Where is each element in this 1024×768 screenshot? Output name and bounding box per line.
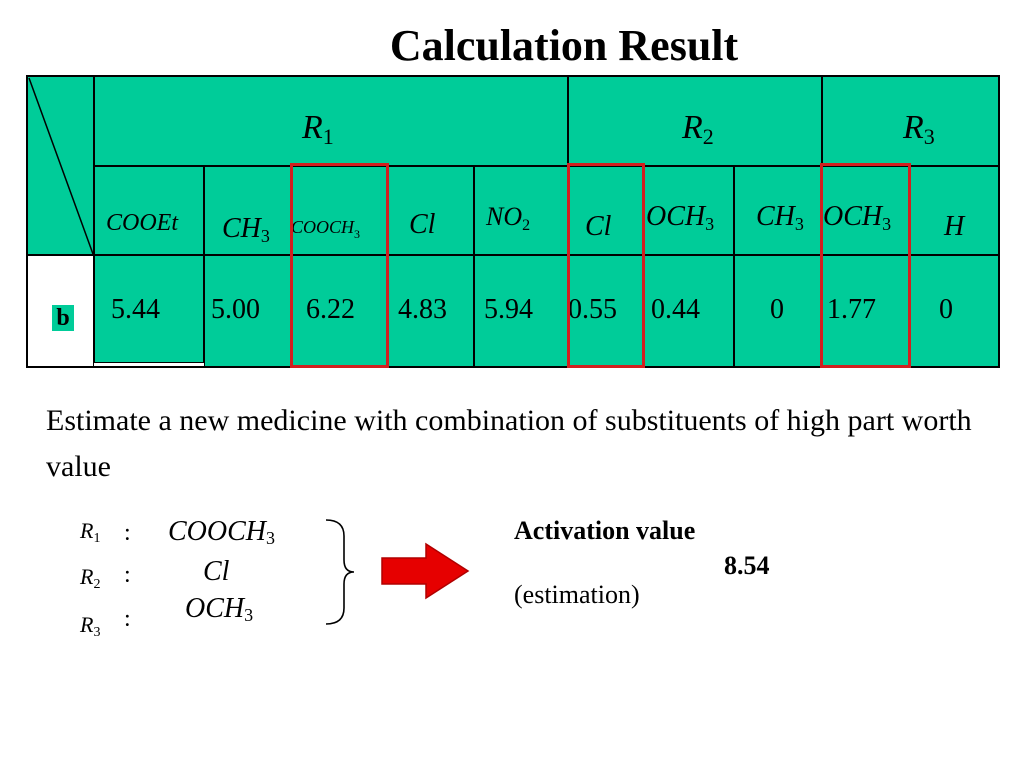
value-text: 4.83: [398, 294, 447, 325]
group-label-r1: R1: [302, 108, 334, 157]
combo-colon: :: [124, 562, 131, 588]
diagonal-line: [28, 77, 94, 255]
substituent-label: CH3: [222, 213, 270, 247]
value-text: 6.22: [306, 294, 355, 325]
value-text: 1.77: [827, 294, 876, 325]
value-cell: [644, 255, 734, 367]
substituent-label: Cl: [409, 209, 436, 240]
combo-value-r1: COOCH3: [168, 516, 276, 548]
sub-cell: [644, 166, 734, 255]
combo-group-r1: R1: [80, 518, 101, 546]
combo-value-r2: Cl: [203, 556, 230, 587]
sub-cell: [474, 166, 568, 255]
combo-value-r3: OCH3: [185, 593, 254, 625]
combo-group-r2: R2: [80, 564, 101, 592]
sub-cell: [388, 166, 474, 255]
group-label-r2: R2: [682, 108, 714, 157]
estimation-note: (estimation): [514, 580, 640, 609]
substituent-label: OCH3: [823, 201, 892, 235]
value-text: 5.00: [211, 294, 260, 325]
value-text: 0.55: [568, 294, 617, 325]
substituent-label: OCH3: [646, 201, 715, 235]
value-cell: [734, 255, 822, 367]
value-cell: [388, 255, 474, 367]
combo-group-r3: R3: [80, 612, 101, 640]
curly-brace: [325, 519, 355, 625]
group-header-r2: [568, 75, 822, 166]
group-symbol: R: [903, 109, 924, 146]
group-label-r3: R3: [903, 108, 935, 157]
substituent-label: NO2: [486, 202, 531, 234]
sub-cell: [822, 166, 910, 255]
value-cell: [474, 255, 568, 367]
substituent-label: COOEt: [106, 210, 178, 236]
activation-value: 8.54: [724, 551, 770, 580]
value-text: 0.44: [651, 294, 700, 325]
combo-colon: :: [124, 520, 131, 546]
sub-cell: [568, 166, 644, 255]
activation-label: Activation value: [514, 516, 696, 545]
row-label-b: b: [52, 305, 74, 331]
arrow-icon: [381, 542, 470, 600]
substituent-label: Cl: [585, 211, 612, 242]
corner-cell: [26, 75, 94, 255]
group-symbol: R: [302, 109, 323, 146]
group-subscript: 3: [923, 124, 935, 149]
sub-cell: [734, 166, 822, 255]
group-subscript: 2: [702, 124, 714, 149]
value-text: 0: [770, 294, 784, 325]
value-text: 5.44: [111, 294, 160, 325]
substituent-label: COOCH3: [291, 217, 361, 241]
substituent-label: CH3: [756, 201, 804, 235]
sub-cell: [910, 166, 1000, 255]
description-text: Estimate a new medicine with combination…: [46, 404, 972, 483]
value-cell: [94, 255, 204, 363]
value-text: 0: [939, 294, 953, 325]
value-cell: [291, 255, 388, 367]
group-symbol: R: [682, 109, 703, 146]
value-text: 5.94: [484, 294, 533, 325]
value-cell: [204, 255, 291, 367]
substituent-label: H: [944, 211, 965, 242]
combo-colon: :: [124, 606, 131, 632]
group-subscript: 1: [322, 124, 334, 149]
sub-cell: [94, 166, 204, 255]
value-cell: [910, 255, 1000, 367]
page-title: Calculation Result: [389, 21, 739, 70]
